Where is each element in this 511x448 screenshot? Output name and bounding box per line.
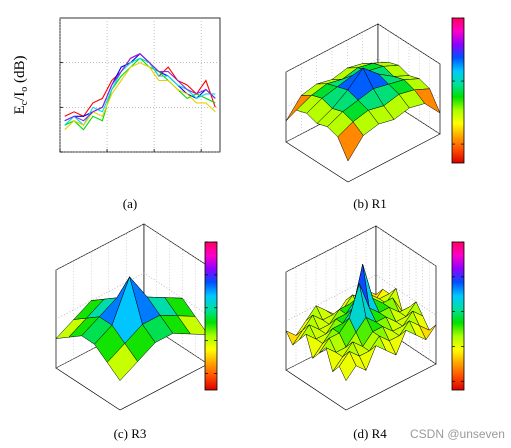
- panel-a-line-chart: Ec/Io (dB): [12, 17, 221, 153]
- colorbar: [204, 241, 218, 391]
- z-gridline: [285, 225, 437, 273]
- y-axis-label-part: (dB): [12, 55, 28, 86]
- series-line: [64, 57, 216, 127]
- y-axis-label-part: /I: [12, 92, 28, 101]
- colorbar: [451, 17, 465, 164]
- y-axis-label: Ec/Io (dB): [12, 55, 30, 114]
- plot-frame: [59, 17, 221, 153]
- y-axis-label-part: o: [19, 87, 30, 92]
- z-gridline: [55, 223, 209, 271]
- colorbar: [451, 241, 465, 391]
- panel-b-surface-r1: [285, 17, 465, 183]
- caption-c: (c) R3: [114, 426, 147, 441]
- floor-edge: [285, 363, 437, 411]
- surface-patch: [339, 351, 357, 381]
- surface-patch: [106, 343, 138, 381]
- floor-edge: [285, 133, 441, 183]
- y-axis-label-part: E: [12, 105, 28, 114]
- caption-b: (b) R1: [353, 196, 387, 211]
- surface-patch: [337, 121, 364, 162]
- watermark-text: CSDN @unseven: [410, 427, 505, 441]
- floor-edge: [55, 363, 209, 411]
- panel-d-surface-r4: [285, 225, 465, 411]
- series-line: [64, 62, 216, 131]
- panel-c-surface-r3: [55, 223, 218, 411]
- caption-a: (a): [123, 196, 137, 211]
- series-line: [64, 53, 216, 122]
- caption-d: (d) R4: [353, 426, 387, 441]
- y-axis-label-part: c: [19, 100, 30, 105]
- z-gridline: [55, 272, 209, 320]
